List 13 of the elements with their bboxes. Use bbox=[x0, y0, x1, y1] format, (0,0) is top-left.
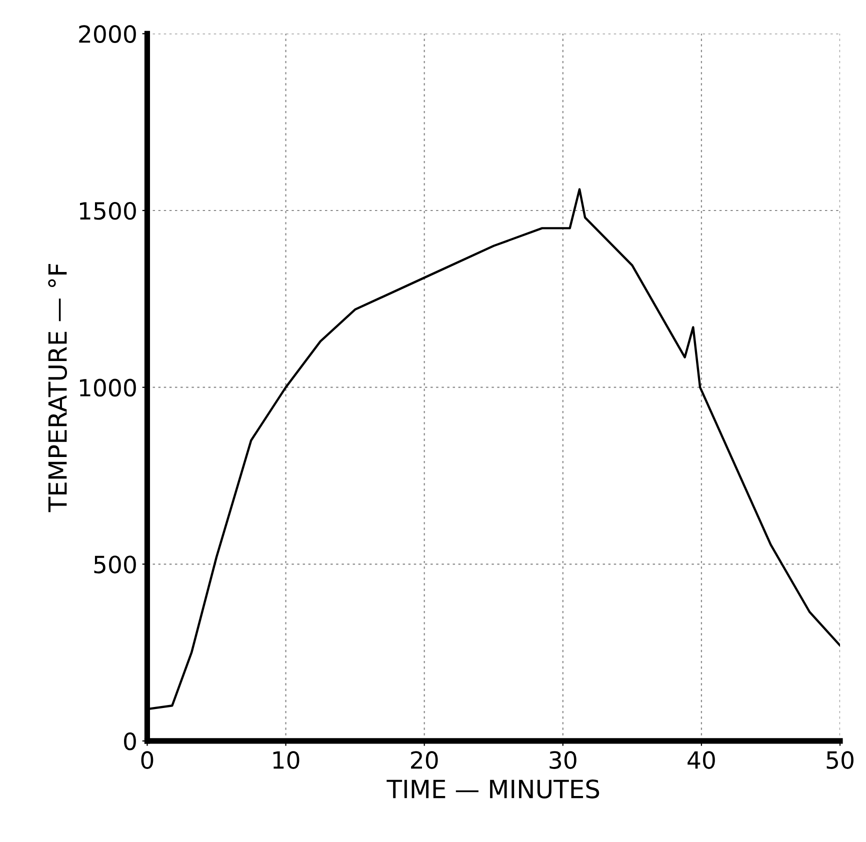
x-tick-label: 20 bbox=[411, 751, 438, 769]
x-tick-label: 50 bbox=[826, 751, 854, 769]
x-axis-title: TIME — MINUTES bbox=[386, 780, 600, 798]
x-tick-label: 10 bbox=[273, 751, 300, 769]
x-tick-label: 0 bbox=[141, 751, 154, 769]
y-tick-label: 1000 bbox=[80, 378, 136, 397]
y-tick-label: 0 bbox=[124, 732, 136, 750]
x-tick-label: 30 bbox=[550, 751, 576, 769]
x-tick-label: 40 bbox=[688, 751, 715, 769]
y-tick-label: 500 bbox=[94, 556, 136, 574]
y-tick-label: 1500 bbox=[80, 202, 136, 220]
y-axis-title: TEMPERATURE — °F bbox=[48, 264, 68, 512]
y-tick-label: 2000 bbox=[79, 25, 136, 43]
